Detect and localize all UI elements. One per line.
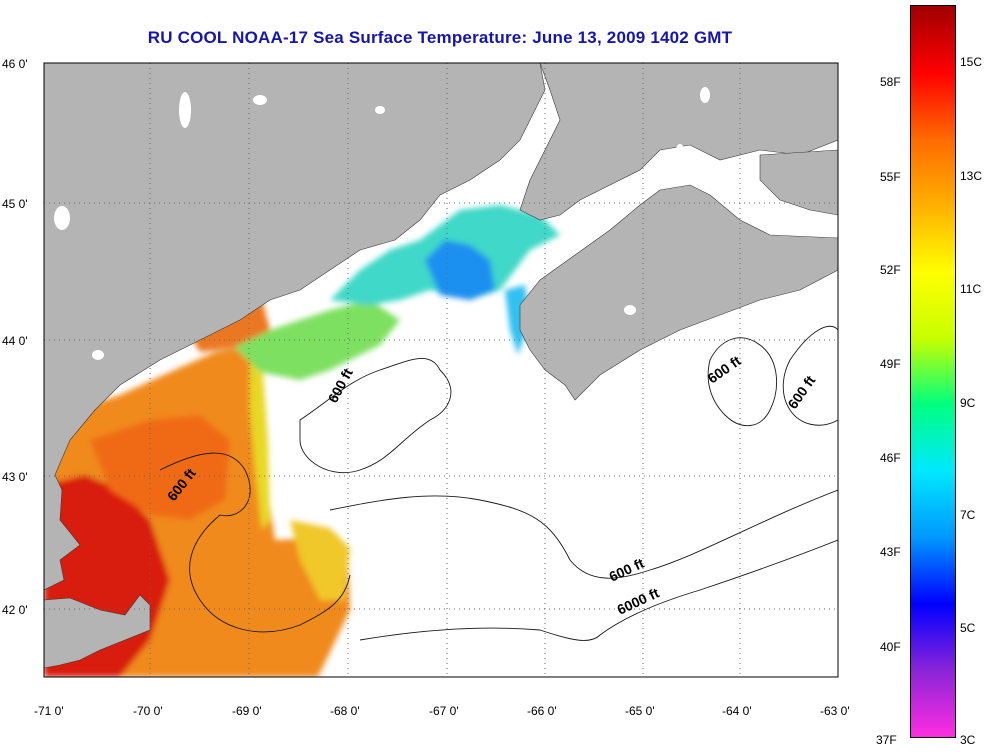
colorbar-c-label: 7C (960, 508, 976, 522)
land-cape-cod (44, 594, 151, 669)
lon-label: -69 0' (232, 704, 262, 718)
contour-600ft-scotian-a (707, 337, 777, 427)
lon-label: -65 0' (625, 704, 655, 718)
sst-yellow-edge (250, 360, 270, 530)
lon-label: -64 0' (722, 704, 752, 718)
colorbar-f-label: 46F (880, 451, 901, 465)
colorbar-f-label: 43F (880, 545, 901, 559)
lat-label: 45 0' (2, 197, 28, 211)
land-pei-strip (759, 149, 838, 216)
colorbar-f-label: 52F (880, 263, 901, 277)
contour-600ft-shelf (159, 452, 351, 633)
contour-600ft-scotian-b (782, 325, 838, 426)
sst-yellow-patch (290, 520, 350, 600)
lat-label: 42 0' (2, 603, 28, 617)
land-masses (44, 63, 838, 669)
lon-label: -68 0' (330, 704, 360, 718)
colorbar-c-label: 15C (960, 55, 983, 69)
lon-label: -63 0' (820, 704, 850, 718)
lon-label: -70 0' (133, 704, 163, 718)
colorbar-c-label: 9C (960, 396, 976, 410)
contour-600ft-georges (329, 489, 838, 579)
sst-orange-inner (90, 415, 230, 520)
land-new-england (44, 63, 546, 591)
plot-frame (43, 62, 839, 678)
map-title: RU COOL NOAA-17 Sea Surface Temperature:… (147, 28, 733, 47)
colorbar-c-label: 3C (960, 733, 976, 747)
colorbar-c-label: 5C (960, 621, 976, 635)
lat-label: 44 0' (2, 334, 28, 348)
colorbar-f-label: 49F (880, 357, 901, 371)
colorbar-c-label: 11C (960, 282, 982, 296)
colorbar-f-label: 37F (876, 733, 897, 747)
inland-lakes (54, 87, 710, 360)
sst-green-shelf (232, 300, 400, 380)
contour-600ft-gom (299, 358, 452, 474)
colorbar (910, 5, 956, 738)
bathymetry-contours (159, 325, 838, 641)
colorbar-f-label: 40F (880, 640, 901, 654)
colorbar-c-label: 13C (960, 169, 983, 183)
lon-label: -67 0' (429, 704, 459, 718)
lat-label: 43 0' (2, 470, 28, 484)
lon-label: -71 0' (34, 704, 64, 718)
lon-label: -66 0' (527, 704, 557, 718)
colorbar-f-label: 58F (880, 75, 901, 89)
sst-blue-bay-of-fundy (425, 240, 495, 300)
contour-6000ft (359, 539, 838, 641)
colorbar-f-label: 55F (880, 170, 901, 184)
lat-label: 46 0' (2, 57, 28, 71)
land-nova-scotia (519, 184, 838, 401)
